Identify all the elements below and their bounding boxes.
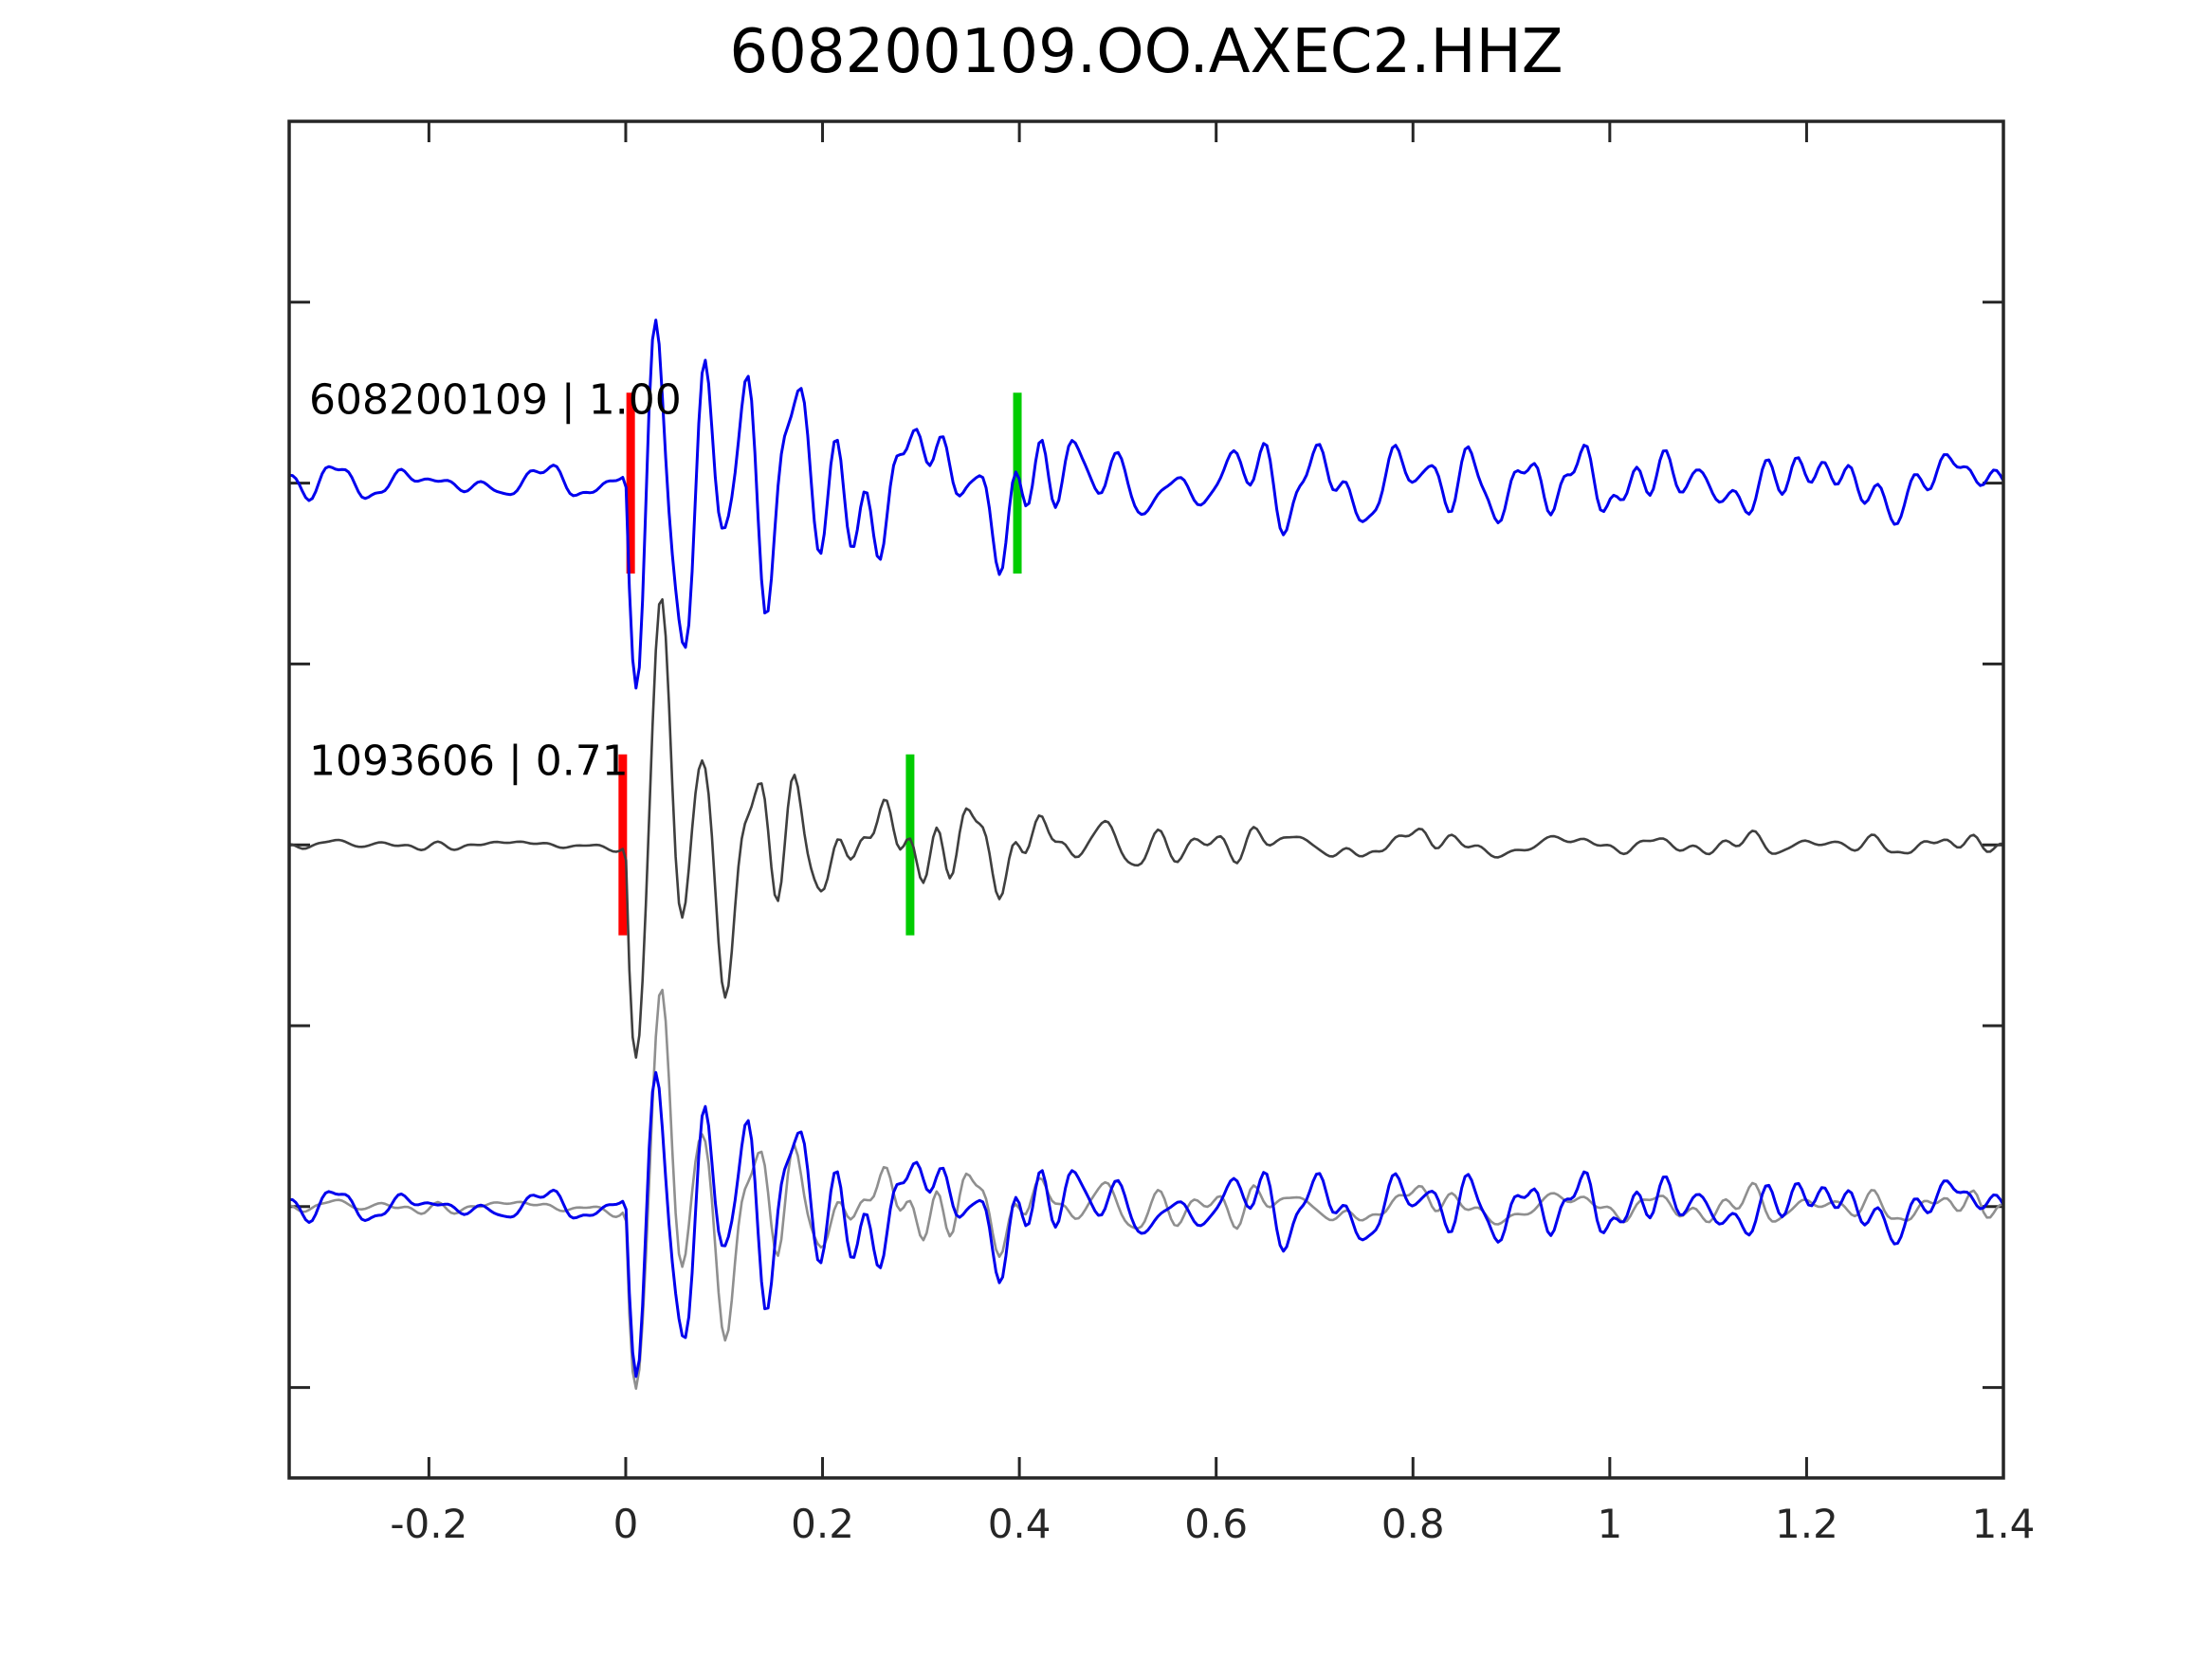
x-tick-label: 0.2 [791, 1501, 854, 1547]
x-tick-label: 0.8 [1381, 1501, 1445, 1547]
template-trace-label: 1093606 | 0.71 [309, 737, 629, 786]
detection-waveform [289, 319, 2003, 690]
x-tick-label: 0.6 [1184, 1501, 1248, 1547]
x-tick-label: 1.4 [1972, 1501, 2036, 1547]
pick-markers [618, 392, 1022, 936]
x-tick-label: -0.2 [390, 1501, 467, 1547]
waveform-traces [289, 319, 2003, 1391]
x-axis-tick-labels: -0.2 0 0.2 0.4 0.6 0.8 1 1.2 1.4 [390, 1501, 2035, 1547]
overlay-detection-waveform [289, 1070, 2003, 1378]
axis-ticks [289, 121, 2005, 1478]
x-tick-label: 0 [613, 1501, 639, 1547]
template-waveform [289, 597, 2003, 1059]
page-title: 608200109.OO.AXEC2.HHZ [729, 17, 1563, 87]
x-tick-label: 1 [1597, 1501, 1622, 1547]
x-tick-label: 1.2 [1775, 1501, 1838, 1547]
detection-trace-label: 608200109 | 1.00 [309, 375, 682, 425]
overlay-template-waveform [289, 989, 2003, 1391]
plot-frame [287, 119, 2005, 1480]
x-tick-label: 0.4 [988, 1501, 1051, 1547]
